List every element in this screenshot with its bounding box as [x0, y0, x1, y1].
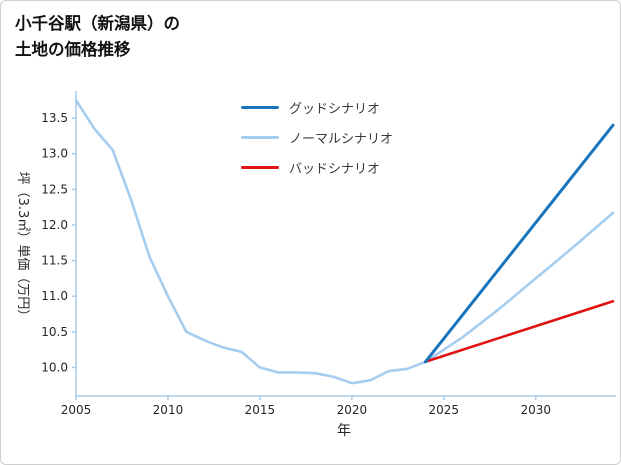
y-axis-label: 坪（3.3㎡）単価（万円） [15, 172, 31, 323]
legend-label-normal: ノーマルシナリオ [289, 132, 394, 147]
y-tick-label: 12.5 [41, 182, 68, 196]
y-tick-label: 13.5 [41, 111, 68, 125]
chart-title-line2: 土地の価格推移 [15, 39, 131, 59]
legend-swatch-normal [241, 136, 279, 139]
series-normal [424, 211, 615, 364]
x-tick-label: 2005 [61, 403, 92, 417]
legend-swatch-bad [241, 166, 279, 169]
x-tick-label: 2025 [429, 403, 460, 417]
legend-item-good: グッドシナリオ [241, 98, 393, 117]
legend-item-bad: バッドシナリオ [241, 158, 393, 177]
series-good [423, 123, 615, 364]
legend-swatch-good [241, 106, 279, 109]
legend: グッドシナリオ ノーマルシナリオ バッドシナリオ [241, 98, 393, 177]
series-history [74, 98, 427, 385]
chart-title: 小千谷駅（新潟県）の 土地の価格推移 [15, 11, 180, 62]
y-tick-label: 11.0 [41, 289, 68, 303]
x-tick-label: 2015 [245, 403, 276, 417]
y-tick-label: 13.0 [41, 147, 68, 161]
x-tick-label: 2010 [153, 403, 184, 417]
chart-title-line1: 小千谷駅（新潟県）の [15, 14, 180, 33]
y-tick-label: 10.5 [41, 325, 68, 339]
x-tick-label: 2020 [337, 403, 368, 417]
x-axis-label: 年 [337, 423, 351, 439]
y-tick-label: 10.0 [41, 360, 68, 374]
y-tick-label: 11.5 [41, 254, 68, 268]
y-tick-label: 12.0 [41, 218, 68, 232]
x-tick-label: 2030 [520, 403, 551, 417]
legend-item-normal: ノーマルシナリオ [241, 128, 393, 147]
legend-label-bad: バッドシナリオ [289, 162, 381, 177]
legend-label-good: グッドシナリオ [289, 102, 381, 117]
series-bad [424, 299, 615, 364]
